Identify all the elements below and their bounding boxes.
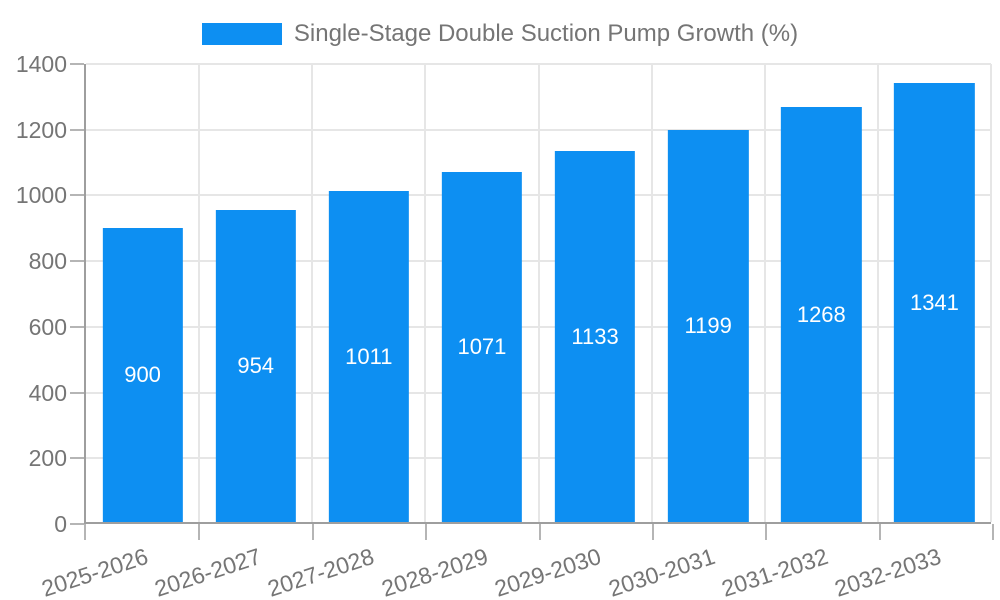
bar-value-label: 1341 (909, 289, 959, 315)
bar-value-label: 900 (124, 361, 161, 387)
y-axis-label-800: 800 (28, 248, 67, 275)
x-tick-4 (538, 524, 541, 540)
bar-2028-2029[interactable]: 1071 (441, 171, 523, 522)
x-tick-8 (992, 524, 994, 540)
gridline-x-6 (763, 64, 766, 522)
bar-slot-2027-2028: 1011 (312, 64, 425, 522)
y-axis-label-0: 0 (54, 511, 67, 537)
gridline-x-8 (990, 64, 992, 522)
gridline-x-5 (650, 64, 653, 522)
bar-value-label: 1199 (684, 312, 732, 338)
x-axis-label-2025-2026: 2025-2026 (38, 543, 151, 600)
x-tick-7 (878, 524, 881, 540)
y-axis-label-1400: 1400 (15, 51, 67, 77)
x-axis-label-2031-2032: 2031-2032 (718, 543, 831, 600)
legend-label: Single-Stage Double Suction Pump Growth … (293, 20, 799, 47)
x-tick-1 (198, 524, 201, 540)
bar-2025-2026[interactable]: 900 (102, 227, 183, 522)
y-tick-1000 (70, 194, 84, 197)
x-tick-3 (425, 524, 428, 540)
y-axis-label-1000: 1000 (15, 182, 67, 209)
x-tick-0 (84, 524, 86, 540)
y-tick-800 (70, 260, 84, 263)
bar-value-label: 954 (237, 352, 275, 378)
x-axis-label-2026-2027: 2026-2027 (151, 543, 265, 600)
x-axis-label-2032-2033: 2032-2033 (831, 543, 945, 600)
bar-value-label: 1133 (571, 323, 619, 349)
gridline-x-3 (424, 64, 427, 522)
bar-slot-2026-2027: 954 (199, 64, 312, 522)
y-tick-400 (70, 391, 84, 394)
y-axis-label-200: 200 (28, 445, 67, 472)
bar-slot-2028-2029: 1071 (425, 64, 538, 522)
gridline-x-1 (198, 64, 201, 522)
x-axis-label-2027-2028: 2027-2028 (264, 543, 378, 600)
bar-value-label: 1071 (457, 333, 507, 359)
bar-slot-2032-2033: 1341 (878, 64, 991, 522)
y-tick-1400 (70, 63, 84, 65)
x-tick-2 (311, 524, 314, 540)
plot-area: 900 954 1011 1071 1133 1199 1268 1341 (84, 63, 992, 524)
bar-slot-2030-2031: 1199 (652, 64, 765, 522)
legend-item[interactable]: Single-Stage Double Suction Pump Growth … (0, 20, 1000, 48)
y-tick-600 (70, 325, 84, 328)
y-tick-0 (70, 523, 84, 525)
bar-2026-2027[interactable]: 954 (215, 209, 296, 522)
bar-2031-2032[interactable]: 1268 (781, 107, 862, 522)
bar-2030-2031[interactable]: 1199 (668, 129, 749, 522)
y-axis-label-400: 400 (28, 379, 67, 406)
bar-slot-2029-2030: 1133 (539, 64, 652, 522)
y-axis-label-600: 600 (28, 313, 67, 340)
gridline-x-4 (537, 64, 540, 522)
bar-slot-2025-2026: 900 (86, 64, 199, 522)
x-tick-5 (651, 524, 654, 540)
x-axis-label-2030-2031: 2030-2031 (604, 543, 718, 600)
x-axis-label-2028-2029: 2028-2029 (378, 543, 491, 600)
bar-2029-2030[interactable]: 1133 (554, 151, 636, 522)
bar-slot-2031-2032: 1268 (765, 64, 878, 522)
bar-2032-2033[interactable]: 1341 (894, 83, 975, 522)
y-tick-200 (70, 457, 84, 460)
gridline-x-7 (876, 64, 879, 522)
y-axis-label-1200: 1200 (15, 116, 67, 143)
bar-2027-2028[interactable]: 1011 (328, 191, 409, 522)
y-tick-1200 (70, 128, 84, 131)
x-axis-label-2029-2030: 2029-2030 (491, 543, 605, 600)
bar-value-label: 1011 (345, 343, 393, 369)
legend-swatch (201, 23, 282, 45)
x-tick-6 (765, 524, 768, 540)
gridline-x-2 (311, 64, 314, 522)
bar-value-label: 1268 (796, 301, 846, 327)
